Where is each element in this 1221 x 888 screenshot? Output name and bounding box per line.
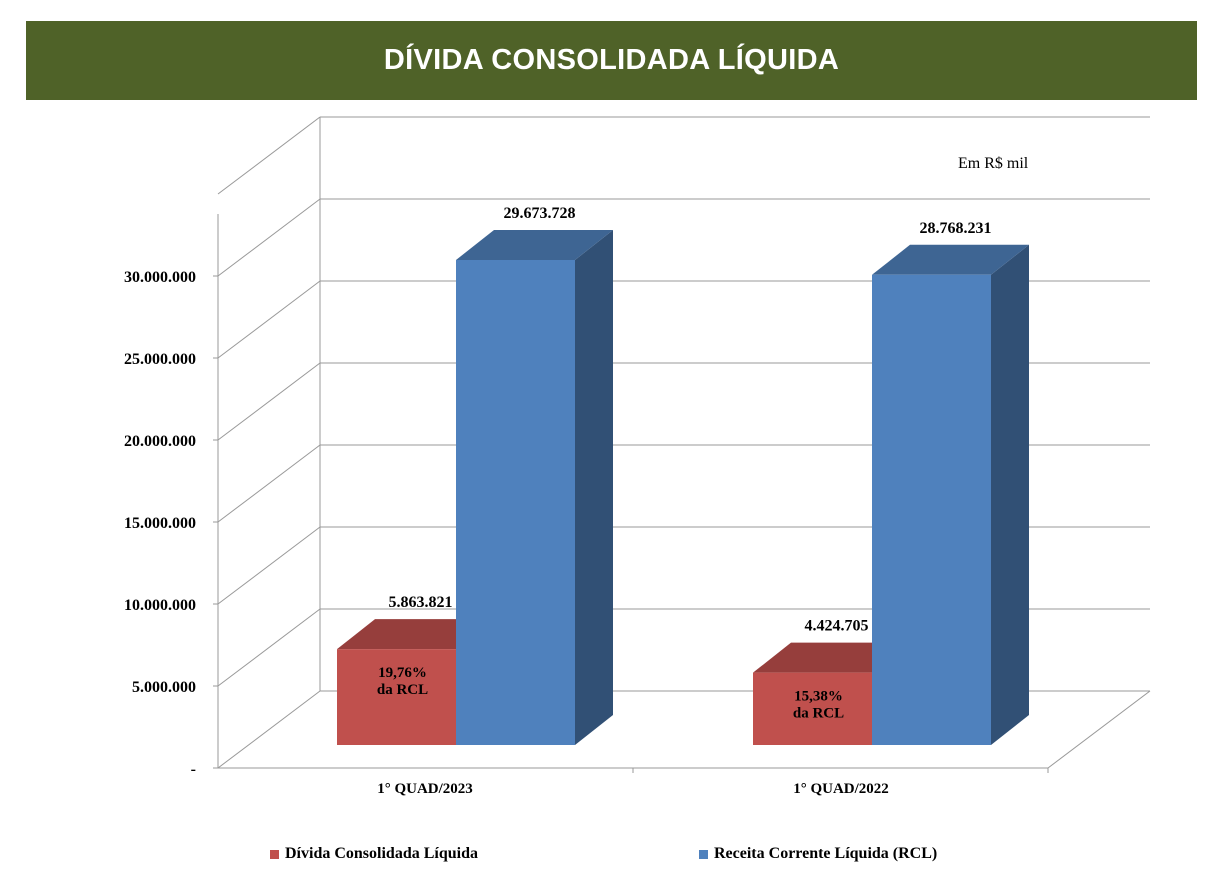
bar-side xyxy=(575,230,613,745)
side-gridline xyxy=(217,690,321,769)
y-tick-label: 20.000.000 xyxy=(124,433,196,450)
bar-inner-label: 19,76% xyxy=(378,665,427,681)
legend-label-rcl: Receita Corrente Líquida (RCL) xyxy=(714,845,938,862)
side-gridline xyxy=(217,526,321,605)
legend-item-rcl: Receita Corrente Líquida (RCL) xyxy=(699,845,937,863)
bar-inner-label: da RCL xyxy=(377,682,428,698)
bar xyxy=(337,649,456,745)
bar-side xyxy=(991,244,1029,746)
side-gridline xyxy=(217,198,321,277)
side-gridline xyxy=(217,608,321,687)
bar-top xyxy=(753,642,910,673)
data-label: 28.768.231 xyxy=(920,220,992,237)
y-tick-label: 15.000.000 xyxy=(124,515,196,532)
legend-swatch-debt xyxy=(270,849,279,859)
side-gridline xyxy=(217,116,321,195)
bar-top xyxy=(872,244,1029,275)
y-tick-label: - xyxy=(191,761,196,778)
x-tick-label: 1° QUAD/2023 xyxy=(377,781,473,797)
bar-top xyxy=(456,230,613,260)
data-label: 4.424.705 xyxy=(805,618,869,635)
bar-inner-label: da RCL xyxy=(793,706,844,722)
bar xyxy=(872,274,991,745)
bar-top xyxy=(337,619,494,650)
data-label: 29.673.728 xyxy=(504,205,576,222)
side-gridline xyxy=(217,362,321,441)
bar xyxy=(456,260,575,745)
side-gridline xyxy=(217,444,321,523)
bar xyxy=(753,672,872,745)
x-tick-label: 1° QUAD/2022 xyxy=(793,781,889,797)
y-tick-label: 25.000.000 xyxy=(124,351,196,368)
floor-right-edge xyxy=(1047,690,1151,769)
chart-title: DÍVIDA CONSOLIDADA LÍQUIDA xyxy=(383,44,840,76)
legend-label-debt: Dívida Consolidada Líquida xyxy=(285,845,478,862)
side-gridline xyxy=(217,280,321,359)
y-tick-label: 30.000.000 xyxy=(124,269,196,286)
legend-swatch-rcl xyxy=(699,849,708,859)
title-banner: DÍVIDA CONSOLIDADA LÍQUIDA xyxy=(26,21,1197,100)
unit-note: Em R$ mil xyxy=(958,155,1029,172)
data-label: 5.863.821 xyxy=(389,594,453,611)
y-tick-label: 5.000.000 xyxy=(132,679,196,696)
bar-inner-label: 15,38% xyxy=(794,689,843,705)
y-tick-label: 10.000.000 xyxy=(124,597,196,614)
legend-item-debt: Dívida Consolidada Líquida xyxy=(270,845,478,863)
